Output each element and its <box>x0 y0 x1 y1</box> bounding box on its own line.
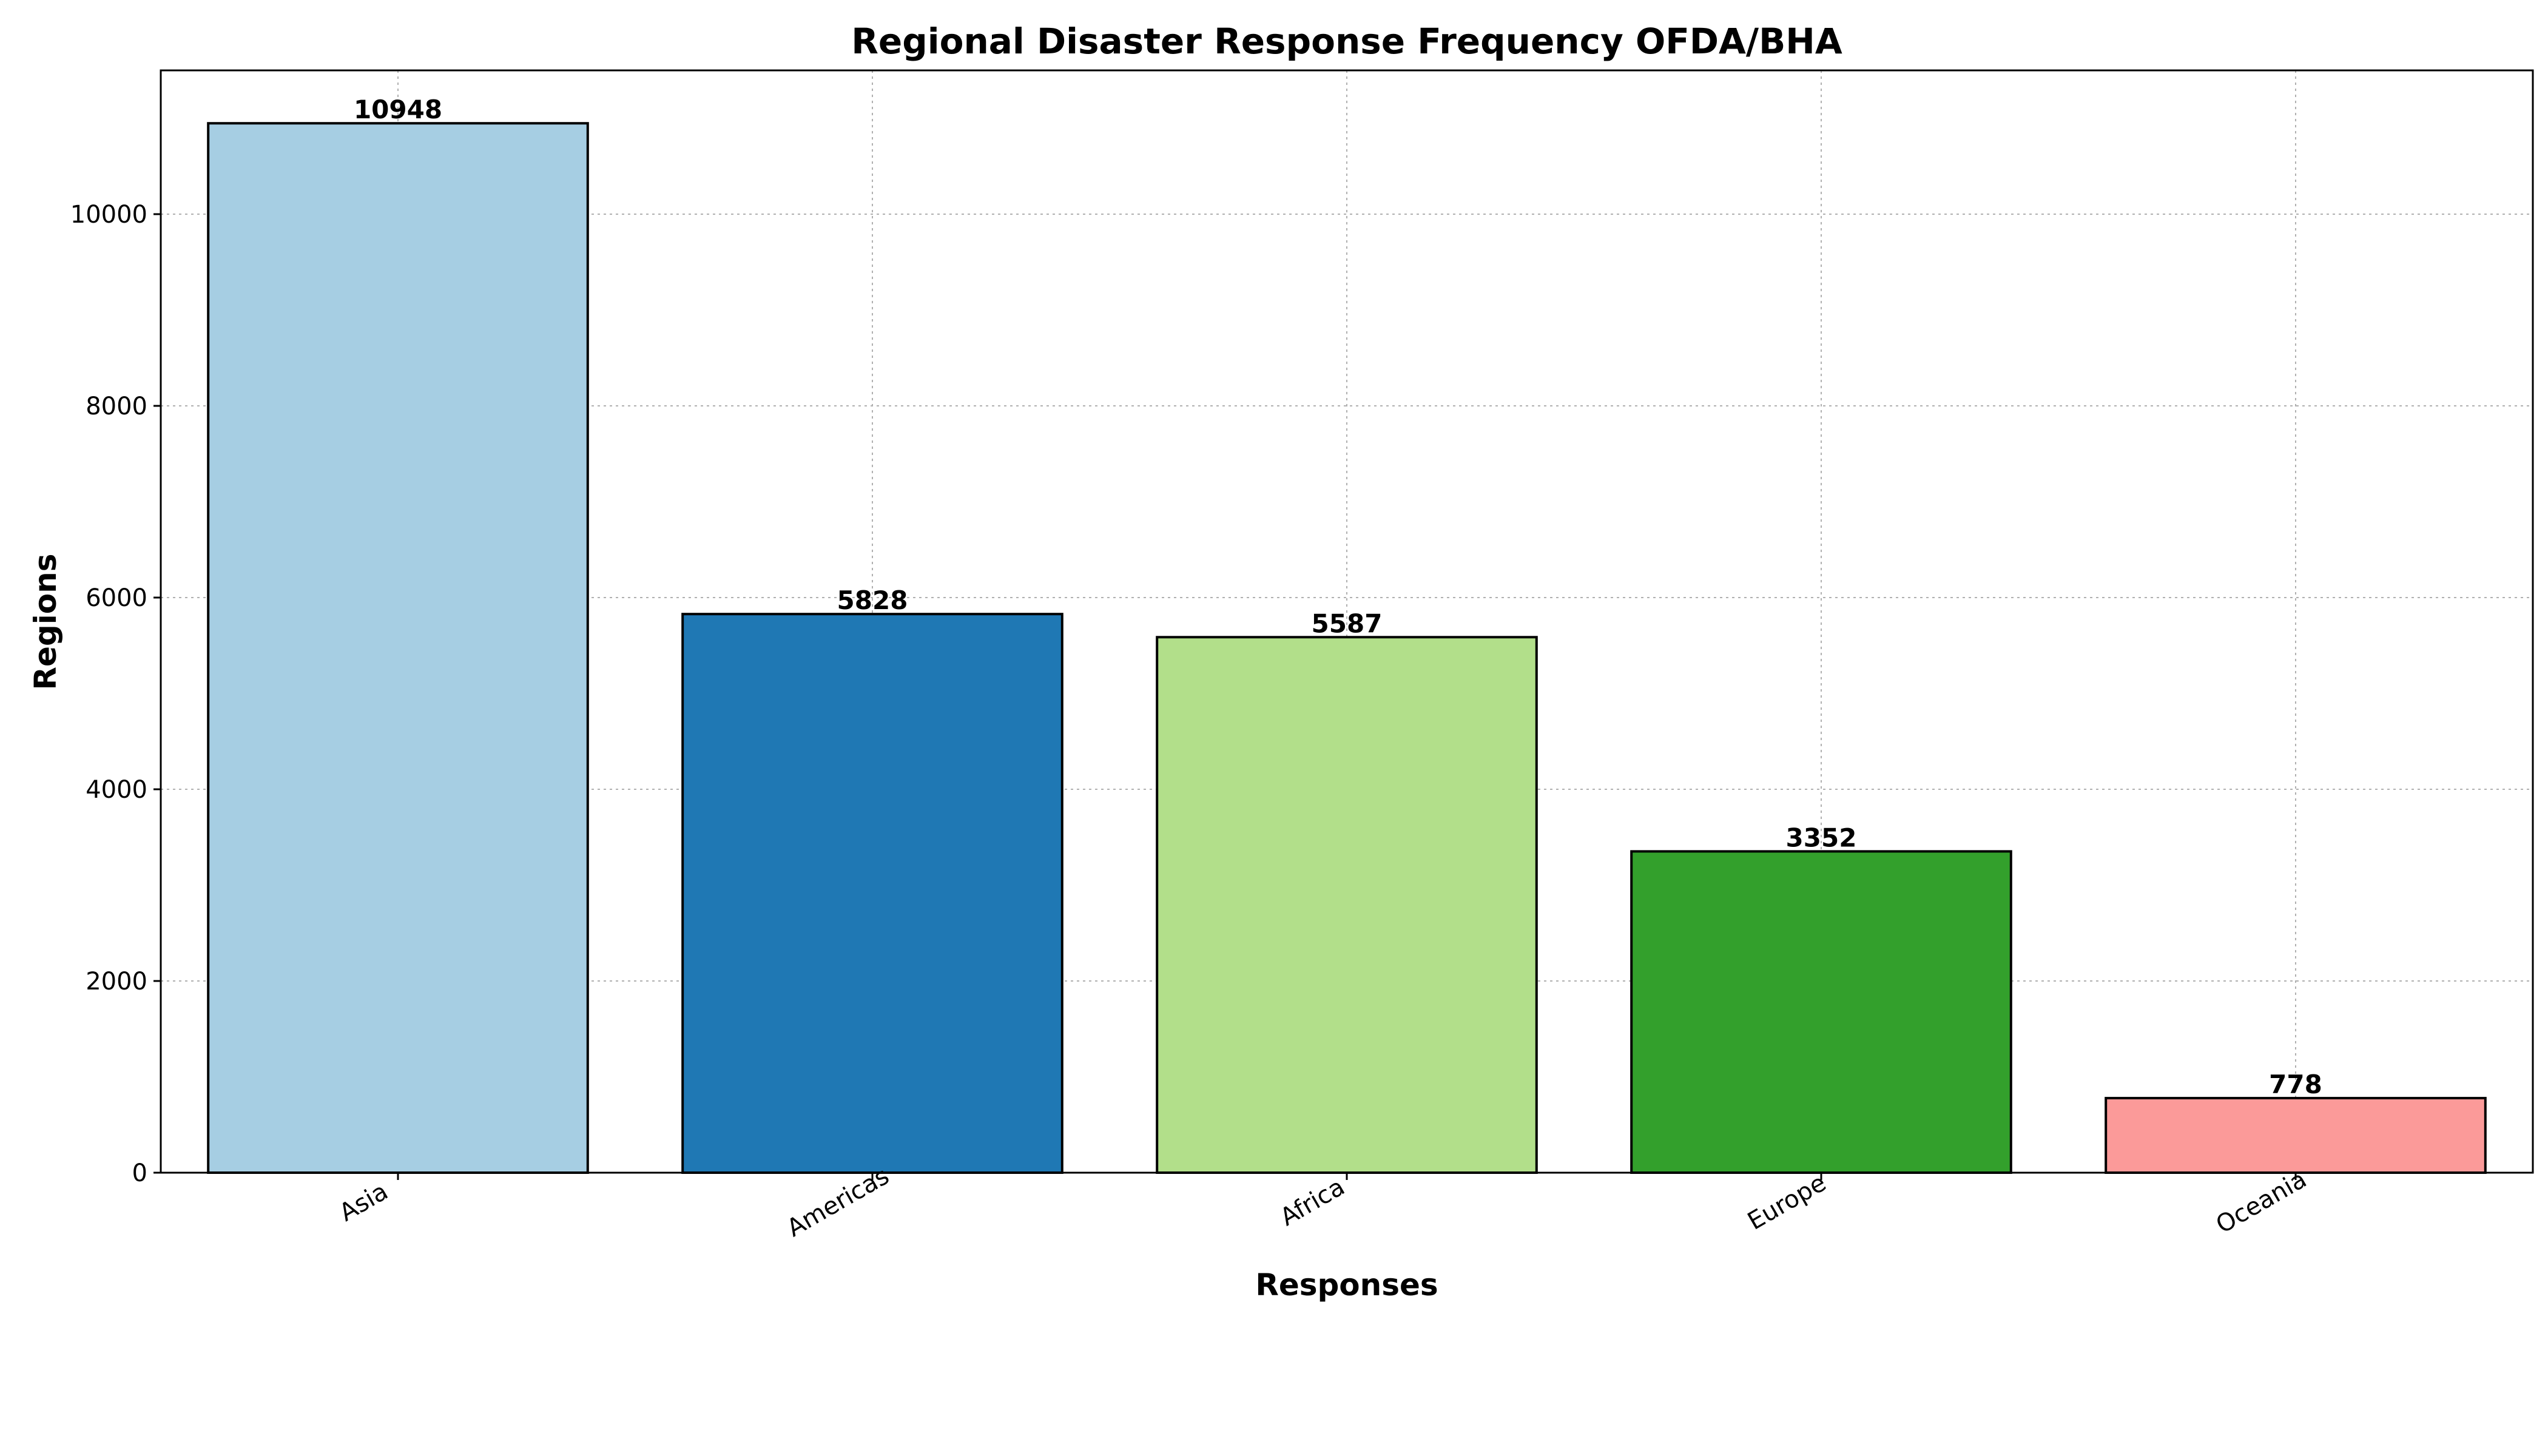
bar-europe <box>1630 850 2012 1175</box>
bar-value-label: 3352 <box>1786 823 1857 852</box>
bar-value-label: 5587 <box>1312 608 1383 638</box>
y-tick-label: 10000 <box>70 201 147 229</box>
bar-value-label: 5828 <box>837 585 908 615</box>
y-axis: 0 2000 4000 6000 8000 10000 <box>70 201 161 1187</box>
x-axis: Asia Americas Africa Europe Oceania <box>335 1162 2311 1242</box>
x-tick-label: Africa <box>1276 1173 1350 1232</box>
y-tick-label: 8000 <box>86 393 147 420</box>
x-tick-label: Europe <box>1743 1169 1831 1236</box>
y-tick-label: 0 <box>132 1159 147 1187</box>
y-tick-label: 2000 <box>86 968 147 996</box>
bar-value-label: 778 <box>2269 1070 2322 1099</box>
bar-asia <box>207 122 589 1175</box>
chart-title: Regional Disaster Response Frequency OFD… <box>851 21 1842 62</box>
y-axis-title: Regions <box>28 553 63 690</box>
bar-oceania <box>2105 1097 2487 1175</box>
bar-africa <box>1156 636 1538 1174</box>
y-tick-label: 4000 <box>86 776 147 804</box>
x-tick-label: Asia <box>335 1178 393 1227</box>
y-tick-label: 6000 <box>86 584 147 612</box>
x-tick-label: Americas <box>783 1162 894 1242</box>
x-tick-label: Oceania <box>2211 1165 2311 1239</box>
x-axis-title: Responses <box>1255 1267 1438 1303</box>
bar-americas <box>681 613 1063 1174</box>
bars <box>207 122 2487 1175</box>
bar-value-label: 10948 <box>354 95 442 124</box>
bar-value-labels: 10948 5828 5587 3352 778 <box>354 95 2322 1099</box>
